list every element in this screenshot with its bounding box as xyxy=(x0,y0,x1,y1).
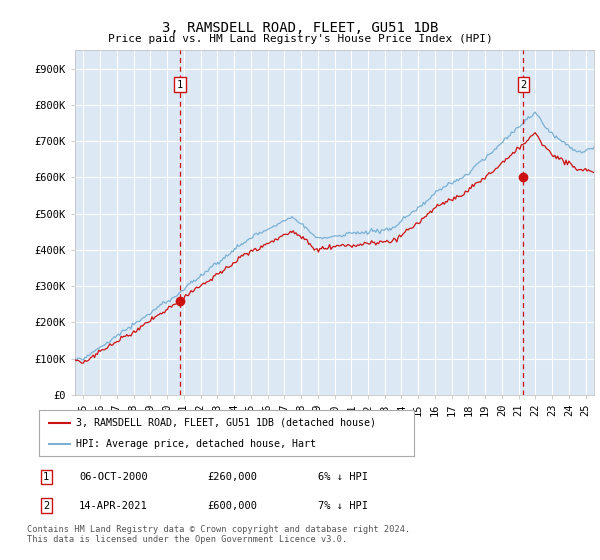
Text: HPI: Average price, detached house, Hart: HPI: Average price, detached house, Hart xyxy=(77,439,317,449)
Text: 14-APR-2021: 14-APR-2021 xyxy=(79,501,148,511)
Text: Price paid vs. HM Land Registry's House Price Index (HPI): Price paid vs. HM Land Registry's House … xyxy=(107,34,493,44)
Text: Contains HM Land Registry data © Crown copyright and database right 2024.
This d: Contains HM Land Registry data © Crown c… xyxy=(27,525,410,544)
Text: 1: 1 xyxy=(43,472,49,482)
Text: 06-OCT-2000: 06-OCT-2000 xyxy=(79,472,148,482)
Text: 6% ↓ HPI: 6% ↓ HPI xyxy=(318,472,368,482)
Text: 3, RAMSDELL ROAD, FLEET, GU51 1DB: 3, RAMSDELL ROAD, FLEET, GU51 1DB xyxy=(162,21,438,35)
Text: £260,000: £260,000 xyxy=(207,472,257,482)
Text: 1: 1 xyxy=(177,80,183,90)
Text: 2: 2 xyxy=(520,80,526,90)
Text: 2: 2 xyxy=(43,501,49,511)
Text: 7% ↓ HPI: 7% ↓ HPI xyxy=(318,501,368,511)
Text: 3, RAMSDELL ROAD, FLEET, GU51 1DB (detached house): 3, RAMSDELL ROAD, FLEET, GU51 1DB (detac… xyxy=(77,418,377,428)
Text: £600,000: £600,000 xyxy=(207,501,257,511)
